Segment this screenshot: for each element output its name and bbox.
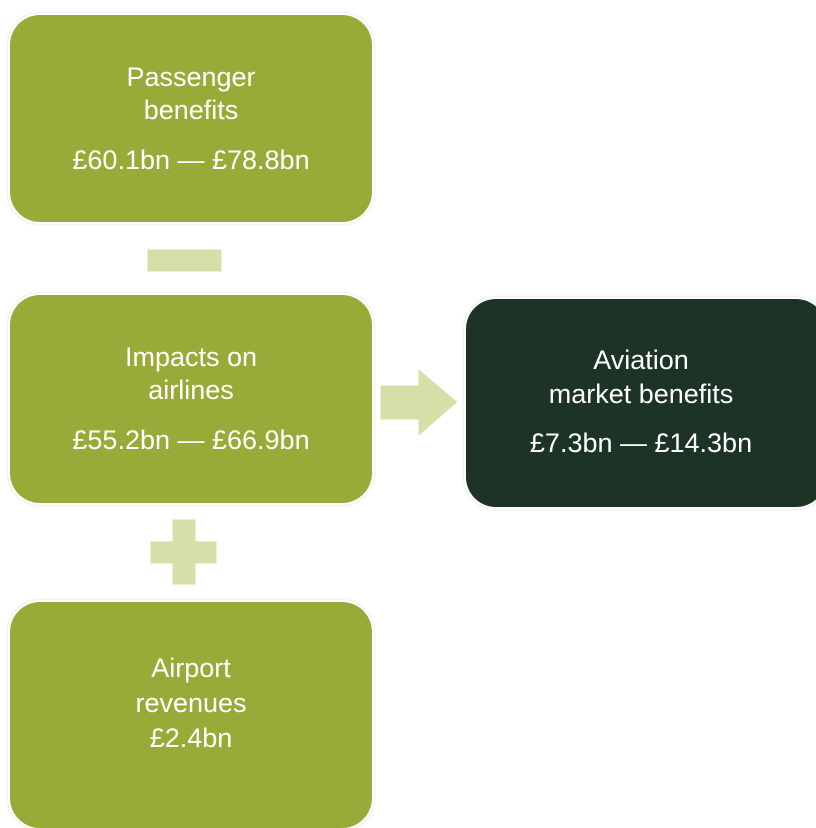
node-label: Impacts on (124, 342, 258, 372)
node-value: £60.1bn — £78.8bn (72, 145, 310, 175)
equals-arrow (379, 366, 459, 439)
node-value: £7.3bn — £14.3bn (529, 428, 753, 458)
node-airport: Airport revenues £2.4bn (10, 602, 372, 828)
node-value: £2.4bn (149, 723, 233, 753)
node-aviation: Aviation market benefits £7.3bn — £14.3b… (466, 299, 816, 507)
node-label: Airport (151, 653, 231, 683)
plus-sign (149, 518, 218, 586)
node-value: £55.2bn — £66.9bn (72, 425, 310, 455)
node-label: Passenger (126, 62, 256, 92)
node-label: market benefits (548, 379, 734, 409)
minus-sign (146, 248, 223, 273)
node-label: revenues (135, 688, 247, 718)
node-airlines: Impacts on airlines £55.2bn — £66.9bn (10, 295, 372, 503)
node-label: airlines (148, 375, 234, 405)
node-label: Aviation (593, 345, 689, 375)
page: Passenger benefits £60.1bn — £78.8bn Imp… (10, 15, 816, 828)
node-label: benefits (143, 95, 239, 125)
node-passenger: Passenger benefits £60.1bn — £78.8bn (10, 15, 372, 222)
connectors (146, 248, 459, 586)
